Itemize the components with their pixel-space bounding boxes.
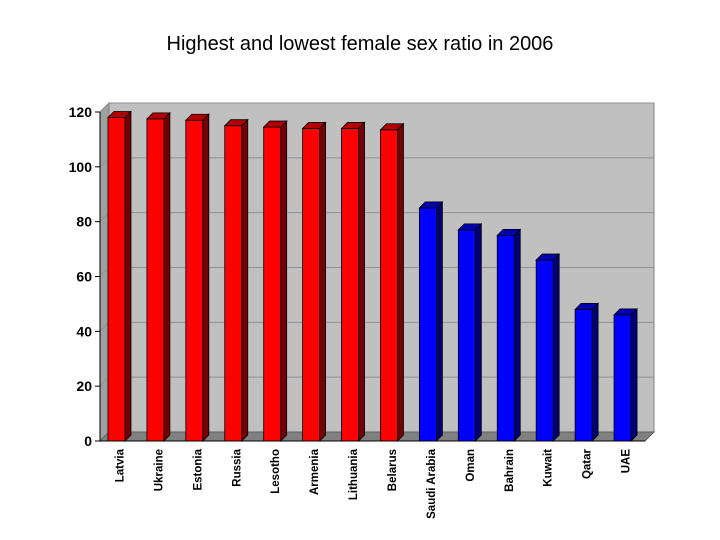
bar-top [418, 201, 444, 209]
bar-top [379, 123, 405, 131]
bar-top [457, 223, 483, 231]
bar-front [574, 308, 593, 442]
bar [145, 111, 171, 442]
bar [262, 120, 288, 442]
gridline-side [99, 157, 110, 168]
bar [613, 307, 639, 442]
bar-front [341, 128, 359, 442]
bar-top [301, 122, 327, 129]
bar [535, 253, 561, 442]
bar [496, 228, 522, 442]
bar [457, 222, 483, 442]
bar-side [591, 302, 599, 442]
y-axis: 0 20 40 60 80 100 120 [69, 104, 101, 449]
x-tick-label: Lesotho [270, 449, 282, 494]
x-tick-label: Belarus [387, 449, 399, 491]
bar-top [184, 113, 210, 121]
plot-frame [98, 101, 656, 443]
bars [106, 110, 639, 442]
x-tick-label: Latvia [114, 448, 126, 482]
y-tick-label: 80 [76, 214, 92, 230]
bar-top [574, 302, 600, 310]
bar-side [202, 113, 210, 442]
x-axis: Latvia Ukraine Estonia Russia Lesotho Armenia… [100, 440, 645, 519]
x-tick-label: Oman [465, 449, 477, 482]
y-tick-label: 0 [84, 433, 92, 449]
x-tick-label: Estonia [192, 448, 204, 490]
bar-top [613, 308, 639, 316]
gridline-side [99, 212, 110, 223]
x-tick-label: Russia [231, 448, 243, 486]
y-tick-label: 40 [76, 323, 92, 339]
bar [574, 302, 600, 442]
gridline-side [99, 376, 110, 387]
gridline-side [99, 321, 110, 332]
bar-top [223, 119, 249, 127]
x-tick-label: Saudi Arabia [426, 448, 438, 518]
bar-side [630, 307, 638, 442]
bar-top [145, 112, 171, 120]
bar [106, 110, 132, 442]
bar-side [397, 122, 404, 442]
bar-side [163, 111, 171, 442]
chart-title: Highest and lowest female sex ratio in 2… [166, 33, 554, 55]
x-tick-label: Bahrain [504, 449, 516, 492]
bar [418, 200, 444, 442]
x-tick-label: Lithuania [348, 448, 360, 500]
bar-top [535, 253, 561, 261]
bar-side [358, 121, 365, 442]
x-tick-label: Qatar [582, 448, 594, 479]
bar-front [224, 125, 243, 442]
bar-front [535, 259, 554, 442]
bar-side [124, 110, 132, 442]
bar-front [418, 207, 437, 442]
bar-side [241, 118, 249, 442]
y-tick-label: 60 [76, 269, 92, 285]
bar-top [262, 120, 288, 128]
x-tick-label: Armenia [309, 448, 321, 495]
bar-front [380, 129, 398, 442]
bar [379, 122, 405, 442]
y-tick-label: 120 [69, 104, 93, 120]
x-tick-label: UAE [621, 449, 633, 474]
bar-front [107, 117, 126, 442]
bar-front [185, 119, 204, 442]
gridline-side [99, 102, 110, 113]
bar-front [146, 118, 165, 442]
bar-front [613, 314, 632, 442]
bar-side [513, 228, 521, 442]
y-tick-label: 20 [76, 378, 92, 394]
bar-top [106, 111, 132, 118]
bar-top [496, 228, 522, 236]
gridline-side [99, 267, 110, 277]
bar-front [457, 229, 476, 442]
y-tick-label: 100 [69, 159, 93, 175]
bar-side [474, 222, 482, 442]
bar-side [552, 253, 560, 442]
bar [223, 118, 249, 442]
bar-front [302, 128, 321, 442]
bar [184, 113, 210, 442]
bar-front [263, 126, 282, 442]
bar-side [319, 121, 327, 442]
plot-floor [98, 431, 656, 442]
x-tick-label: Ukraine [153, 449, 165, 491]
bar [301, 121, 327, 442]
bar-front [496, 234, 515, 442]
bar-side [435, 200, 443, 442]
bar-side [280, 120, 288, 442]
x-tick-label: Kuwait [543, 449, 555, 487]
bar [340, 121, 366, 442]
bar-top [340, 122, 366, 129]
